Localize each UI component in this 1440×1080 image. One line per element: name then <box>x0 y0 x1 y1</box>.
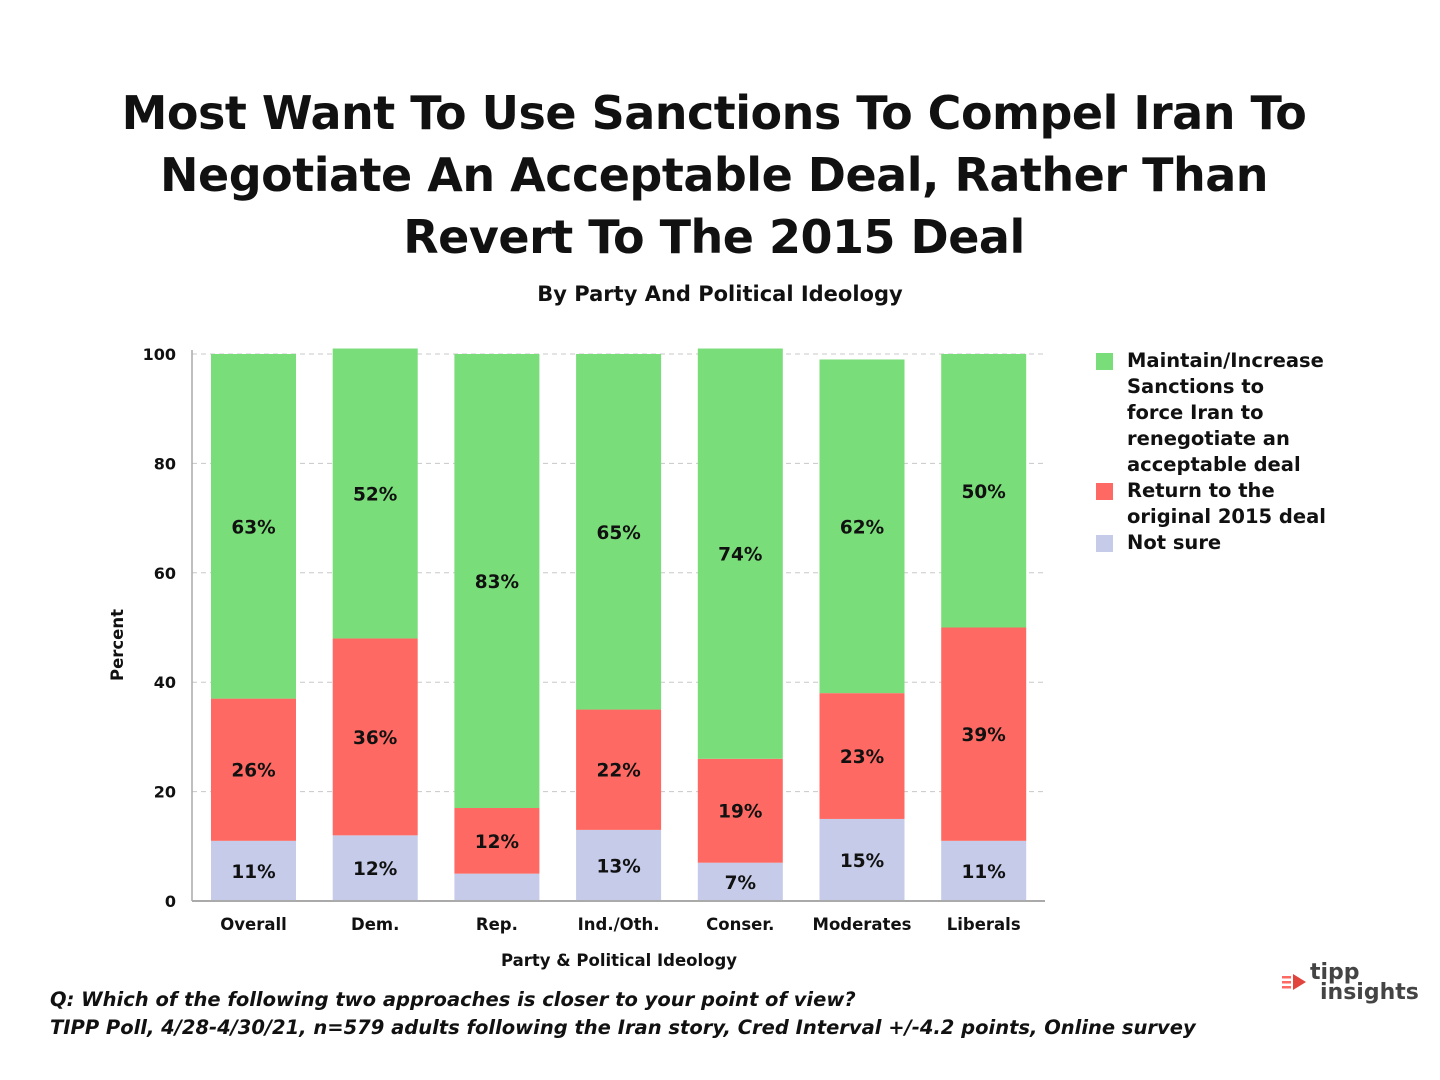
bar-segment <box>941 840 1027 901</box>
chart-title: Most Want To Use Sanctions To Compel Ira… <box>121 86 1307 264</box>
y-tick-label: 20 <box>154 783 176 802</box>
data-label: 12% <box>353 859 397 880</box>
bar-segment <box>576 709 662 830</box>
x-tick-label: Conser. <box>706 915 774 934</box>
bar-segment <box>697 348 783 759</box>
data-label: 36% <box>353 728 397 749</box>
x-tick-label: Overall <box>220 915 287 934</box>
tipp-insights-logo: tipp insights <box>1282 962 1419 1015</box>
legend-label: Maintain/Increase Sanctions to force Ira… <box>1127 349 1324 476</box>
bar-segment <box>697 862 783 901</box>
y-tick-label: 0 <box>165 892 176 911</box>
data-label: 50% <box>962 482 1006 503</box>
x-tick-label: Liberals <box>947 915 1021 934</box>
bar-segment <box>332 348 418 639</box>
bar-segment <box>454 808 540 874</box>
data-label: 52% <box>353 484 397 505</box>
bar-segment <box>332 638 418 836</box>
data-label: 11% <box>231 862 275 883</box>
y-tick-label: 80 <box>154 454 176 473</box>
legend-swatch <box>1096 353 1113 370</box>
logo-text-tipp: tipp <box>1310 960 1360 985</box>
data-label: 7% <box>725 873 756 894</box>
data-label: 26% <box>231 761 275 782</box>
legend-swatch <box>1096 535 1113 552</box>
bar-segment <box>454 873 540 901</box>
data-label: 39% <box>962 725 1006 746</box>
x-tick-label: Moderates <box>813 915 912 934</box>
data-label: 22% <box>596 761 640 782</box>
legend-swatch <box>1096 483 1113 500</box>
bar-segment <box>211 840 296 901</box>
logo-text-insights: insights <box>1320 980 1419 1005</box>
y-tick-label: 100 <box>143 345 176 364</box>
bar-segment <box>454 354 540 809</box>
x-tick-label: Dem. <box>351 915 399 934</box>
legend-item: Not sure <box>1096 530 1426 556</box>
footnote-question: Q: Which of the following two approaches… <box>50 988 856 1011</box>
x-axis-title: Party & Political Ideology <box>501 951 737 970</box>
chart-subtitle: By Party And Political Ideology <box>537 282 903 306</box>
bar-segment <box>941 354 1027 628</box>
bar-segment <box>211 698 296 841</box>
data-label: 11% <box>962 862 1006 883</box>
bar-segment <box>697 758 783 863</box>
data-label: 74% <box>718 545 762 566</box>
x-tick-label: Ind./Oth. <box>578 915 660 934</box>
footnote: Q: Which of the following two approaches… <box>50 986 1250 1042</box>
bar-segment <box>211 354 296 699</box>
bar-segment <box>941 627 1027 841</box>
legend: Maintain/Increase Sanctions to force Ira… <box>1096 348 1426 556</box>
x-tick-label: Rep. <box>476 915 518 934</box>
data-label: 65% <box>596 523 640 544</box>
data-label: 15% <box>840 851 884 872</box>
data-label: 12% <box>475 832 519 853</box>
data-label: 19% <box>718 802 762 823</box>
bar-segment <box>819 693 905 819</box>
data-label: 62% <box>840 517 884 538</box>
data-label: 63% <box>231 517 275 538</box>
data-label: 23% <box>840 747 884 768</box>
bar-segment <box>819 818 905 901</box>
legend-item: Maintain/Increase Sanctions to force Ira… <box>1096 348 1426 478</box>
bar-segment <box>576 354 662 710</box>
y-tick-label: 40 <box>154 673 176 692</box>
stacked-bar-chart: 0 20 40 60 80 100 11% 26% 63% Overall 12% 36% 52% Dem… <box>108 345 1045 970</box>
legend-label: Not sure <box>1127 531 1222 554</box>
legend-label: Return to the original 2015 deal <box>1127 479 1326 528</box>
bar-segment <box>819 359 905 694</box>
y-axis-title: Percent <box>108 609 127 681</box>
legend-item: Return to the original 2015 deal <box>1096 478 1426 530</box>
footnote-source: TIPP Poll, 4/28-4/30/21, n=579 adults fo… <box>50 1016 1196 1039</box>
y-tick-label: 60 <box>154 564 176 583</box>
data-label: 13% <box>596 856 640 877</box>
bar-segment <box>332 835 418 901</box>
logo-flag-icon <box>1282 974 1306 990</box>
bar-segment <box>576 829 662 901</box>
data-label: 83% <box>475 572 519 593</box>
